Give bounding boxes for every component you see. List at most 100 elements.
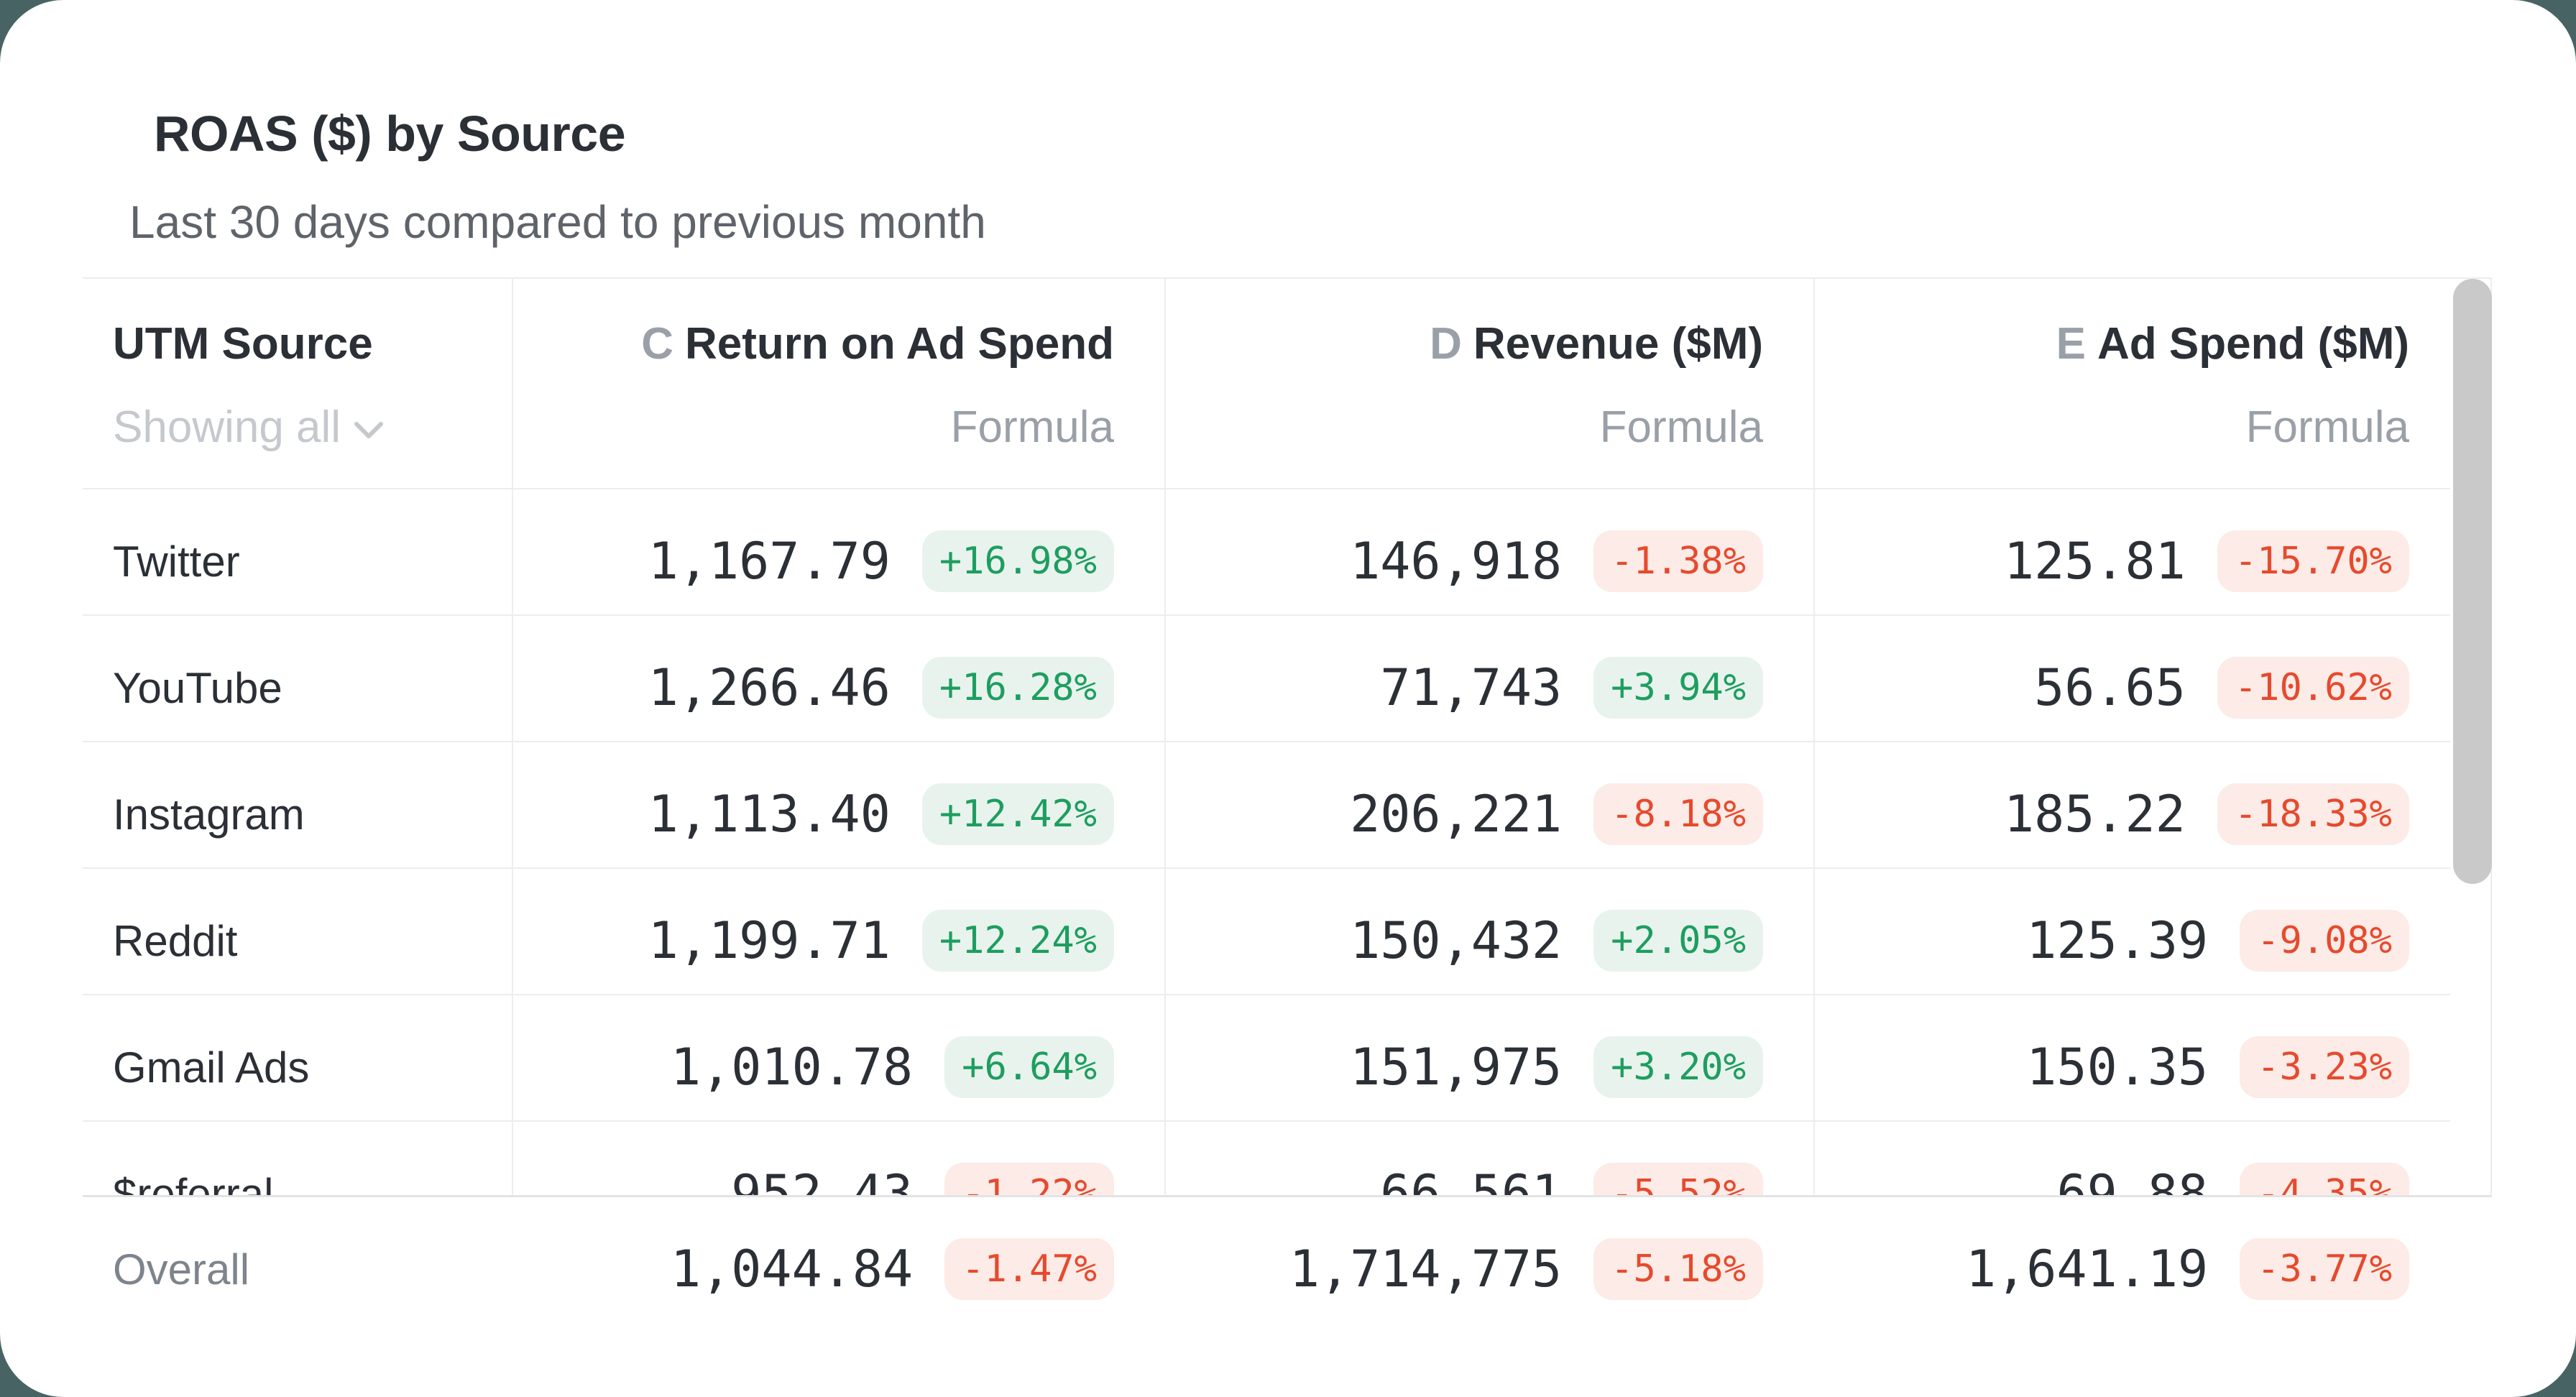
- source-cell: Twitter: [113, 537, 240, 586]
- delta-badge: -1.47%: [944, 1238, 1114, 1300]
- value-cell: 1,641.19 -3.77%: [1813, 1197, 2490, 1327]
- metric-value: 66,561: [1380, 1164, 1563, 1195]
- value-cell: 1,266.46 +16.28%: [512, 616, 1164, 742]
- source-filter-button[interactable]: Showing all: [113, 402, 512, 453]
- table-row: Reddit 1,199.71 +12.24% 150,432 +2.05% 1…: [83, 869, 2490, 995]
- metric-value: 952.43: [731, 1164, 914, 1195]
- delta-badge: -10.62%: [2217, 657, 2409, 719]
- column-formula-label: Formula: [2245, 402, 2409, 452]
- source-cell: Instagram: [113, 790, 305, 839]
- value-cell: 125.39 -9.08%: [1813, 869, 2490, 995]
- value-cell: 952.43 -1.22%: [512, 1122, 1164, 1195]
- table-row: Twitter 1,167.79 +16.98% 146,918 -1.38% …: [83, 489, 2490, 616]
- value-cell: 150,432 +2.05%: [1164, 869, 1813, 995]
- column-title: D Revenue ($M): [1430, 319, 1763, 369]
- delta-badge: -5.52%: [1593, 1163, 1763, 1195]
- metric-value: 1,113.40: [648, 785, 891, 844]
- metric-value: 206,221: [1350, 785, 1563, 844]
- table-footer-row: Overall 1,044.84 -1.47% 1,714,775 -5.18%…: [83, 1195, 2492, 1327]
- metric-value: 1,167.79: [648, 532, 891, 591]
- metric-value: 185.22: [2003, 785, 2186, 844]
- value-cell: 1,167.79 +16.98%: [512, 489, 1164, 616]
- column-title: E Ad Spend ($M): [2056, 319, 2409, 369]
- delta-badge: +3.94%: [1593, 657, 1763, 719]
- delta-badge: -1.22%: [944, 1163, 1114, 1195]
- delta-badge: +12.42%: [921, 783, 1114, 845]
- table-row: Gmail Ads 1,010.78 +6.64% 151,975 +3.20%…: [83, 995, 2490, 1122]
- metric-value: 56.65: [2034, 658, 2186, 717]
- source-column-header: UTM Source Showing all: [83, 277, 512, 489]
- delta-badge: -3.77%: [2240, 1238, 2409, 1300]
- delta-badge: +16.98%: [921, 530, 1114, 592]
- metric-value: 69.88: [2056, 1164, 2209, 1195]
- value-cell: 1,113.40 +12.42%: [512, 742, 1164, 869]
- delta-badge: +16.28%: [921, 657, 1114, 719]
- column-header-roas: C Return on Ad Spend Formula: [512, 277, 1164, 489]
- scrollbar-thumb[interactable]: [2453, 279, 2492, 884]
- delta-badge: -15.70%: [2217, 530, 2409, 592]
- metric-value: 150.35: [2026, 1038, 2209, 1097]
- delta-badge: -8.18%: [1593, 783, 1763, 845]
- delta-badge: +12.24%: [921, 910, 1114, 972]
- value-cell: 71,743 +3.94%: [1164, 616, 1813, 742]
- source-cell: Gmail Ads: [113, 1043, 310, 1092]
- table-scroll-viewport[interactable]: Twitter 1,167.79 +16.98% 146,918 -1.38% …: [83, 489, 2490, 1195]
- delta-badge: +2.05%: [1593, 910, 1763, 972]
- delta-badge: -1.38%: [1593, 530, 1763, 592]
- page-subtitle: Last 30 days compared to previous month: [129, 196, 986, 248]
- column-letter: E: [2056, 319, 2087, 369]
- table-row: YouTube 1,266.46 +16.28% 71,743 +3.94% 5…: [83, 616, 2490, 742]
- column-formula-label: Formula: [1599, 402, 1763, 452]
- delta-badge: +6.64%: [944, 1036, 1114, 1098]
- value-cell: 150.35 -3.23%: [1813, 995, 2490, 1122]
- metric-value: 1,714,775: [1289, 1240, 1563, 1299]
- source-filter-label: Showing all: [113, 402, 341, 452]
- value-cell: 151,975 +3.20%: [1164, 995, 1813, 1122]
- metric-value: 1,044.84: [671, 1240, 914, 1299]
- chevron-down-icon: [354, 422, 384, 438]
- column-header-revenue: D Revenue ($M) Formula: [1164, 277, 1813, 489]
- delta-badge: -4.35%: [2240, 1163, 2409, 1195]
- metric-value: 125.81: [2003, 532, 2186, 591]
- column-header-adspend: E Ad Spend ($M) Formula: [1813, 277, 2490, 489]
- value-cell: 125.81 -15.70%: [1813, 489, 2490, 616]
- page-title: ROAS ($) by Source: [154, 106, 626, 162]
- value-cell: 1,199.71 +12.24%: [512, 869, 1164, 995]
- source-cell: Overall: [113, 1245, 250, 1294]
- roas-table: UTM Source Showing all C Return on Ad Spe…: [83, 277, 2492, 1195]
- metric-value: 1,641.19: [1966, 1240, 2209, 1299]
- table-row: $referral 952.43 -1.22% 66,561 -5.52% 69…: [83, 1122, 2490, 1195]
- source-header-label: UTM Source: [113, 319, 373, 369]
- metric-value: 1,199.71: [648, 911, 891, 970]
- source-cell: $referral: [113, 1169, 274, 1196]
- delta-badge: -18.33%: [2217, 783, 2409, 845]
- value-cell: 56.65 -10.62%: [1813, 616, 2490, 742]
- table-header: UTM Source Showing all C Return on Ad Spe…: [83, 277, 2490, 489]
- metric-value: 151,975: [1350, 1038, 1563, 1097]
- column-letter: C: [641, 319, 673, 369]
- metric-value: 1,010.78: [671, 1038, 914, 1097]
- metric-value: 150,432: [1350, 911, 1563, 970]
- source-cell: Reddit: [113, 916, 238, 965]
- value-cell: 146,918 -1.38%: [1164, 489, 1813, 616]
- value-cell: 1,714,775 -5.18%: [1164, 1197, 1813, 1327]
- column-letter: D: [1430, 319, 1462, 369]
- delta-badge: -5.18%: [1593, 1238, 1763, 1300]
- metric-value: 1,266.46: [648, 658, 891, 717]
- table-row: Instagram 1,113.40 +12.42% 206,221 -8.18…: [83, 742, 2490, 869]
- value-cell: 69.88 -4.35%: [1813, 1122, 2490, 1195]
- column-formula-label: Formula: [950, 402, 1114, 452]
- metric-value: 146,918: [1350, 532, 1563, 591]
- source-cell: YouTube: [113, 663, 282, 712]
- delta-badge: -9.08%: [2240, 910, 2409, 972]
- value-cell: 206,221 -8.18%: [1164, 742, 1813, 869]
- metric-value: 71,743: [1380, 658, 1563, 717]
- metric-value: 125.39: [2026, 911, 2209, 970]
- column-title: C Return on Ad Spend: [641, 319, 1114, 369]
- value-cell: 185.22 -18.33%: [1813, 742, 2490, 869]
- delta-badge: +3.20%: [1593, 1036, 1763, 1098]
- value-cell: 1,010.78 +6.64%: [512, 995, 1164, 1122]
- value-cell: 66,561 -5.52%: [1164, 1122, 1813, 1195]
